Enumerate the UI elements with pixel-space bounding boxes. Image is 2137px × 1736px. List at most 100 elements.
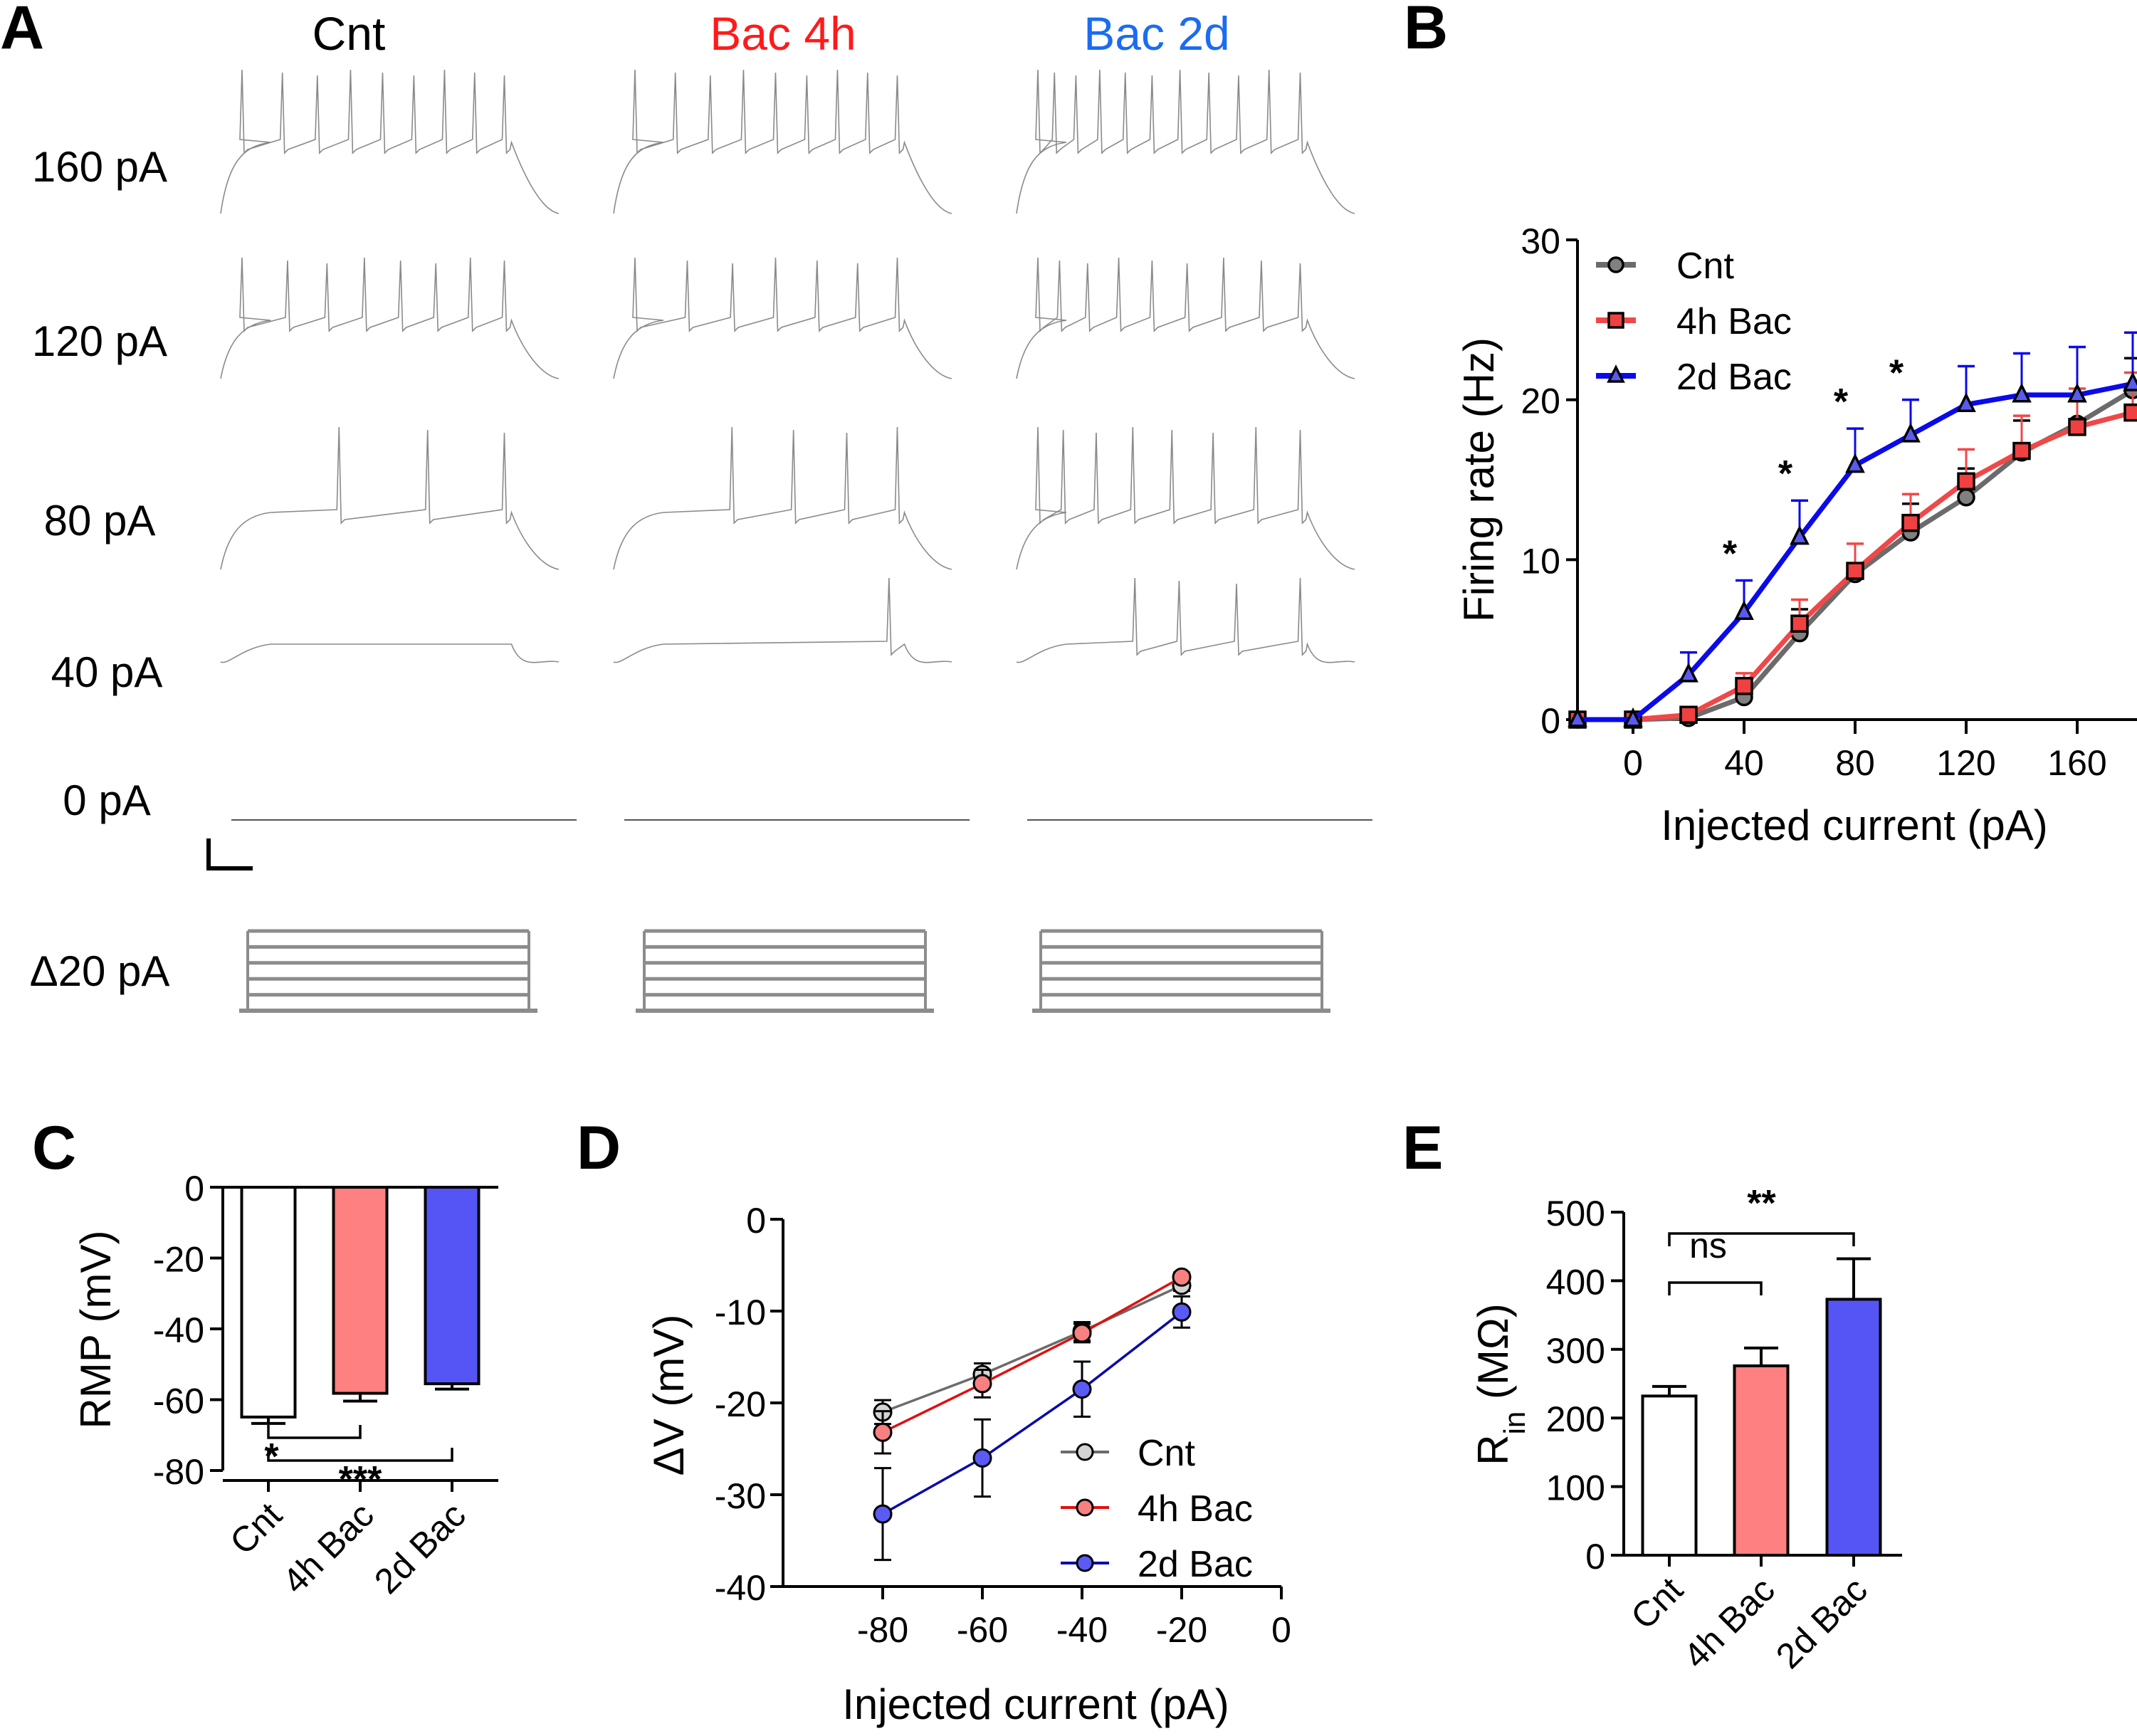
point-2d-bac-120	[1956, 392, 1976, 412]
series-2d-bac	[873, 1295, 1192, 1562]
row-label-120pa: 120 pA	[32, 317, 167, 365]
panel-label-e: E	[1402, 1114, 1443, 1182]
point-2d-bac--40	[1072, 1379, 1092, 1399]
x-tick-label-160: 160	[2047, 743, 2106, 783]
trace-120-pa-1	[613, 257, 952, 379]
line-4h-bac	[882, 1275, 1182, 1433]
x-tick-label-80: 80	[1835, 743, 1875, 783]
point-2d-bac--80	[873, 1504, 893, 1524]
point-4h-bac-120	[1957, 472, 1975, 490]
scale-bar	[206, 838, 253, 870]
x-tick-label-0: 0	[1623, 743, 1643, 783]
y-tick-label-10: 10	[1521, 541, 1560, 581]
x-tick-label-4h-bac: 4h Bac	[275, 1495, 382, 1601]
y-tick-label-0: 0	[1540, 701, 1560, 741]
x-tick-label-120: 120	[1936, 743, 1995, 783]
legend-label-cnt: Cnt	[1676, 246, 1734, 287]
y-tick-label-0: 0	[746, 1201, 766, 1241]
significance-bracket-0	[267, 1425, 362, 1439]
y-axis-title: RMP (mV)	[72, 1231, 120, 1429]
bar-cnt	[1641, 1394, 1698, 1557]
legend-label-cnt: Cnt	[1138, 1433, 1195, 1474]
trace-160-pa-1	[613, 69, 952, 214]
point-4h-bac--20	[1172, 1267, 1192, 1287]
row-label-160pa: 160 pA	[32, 143, 167, 191]
trace-80-pa-0	[220, 426, 560, 570]
point-4h-bac-40	[1735, 677, 1753, 695]
panel-a-traces: Cnt Bac 4h Bac 2d 160 pA 120 pA 80 pA 40…	[30, 7, 1372, 1013]
point-4h-bac--60	[972, 1374, 992, 1394]
y-tick-label-100: 100	[1546, 1468, 1605, 1508]
column-title-bac-4h: Bac 4h	[710, 7, 856, 60]
x-tick-label-2d-bac: 2d Bac	[367, 1495, 473, 1601]
row-label-40pa: 40 pA	[51, 648, 163, 696]
point-2d-bac-60	[1790, 525, 1810, 545]
y-tick-label-300: 300	[1546, 1331, 1605, 1371]
legend-marker-4h-bac	[1607, 312, 1624, 329]
point-2d-bac-80	[1845, 453, 1865, 473]
y-tick-label--80: -80	[153, 1452, 204, 1492]
significance-label-0: *	[264, 1436, 279, 1478]
x-tick-label--80: -80	[857, 1610, 908, 1650]
current-step-stimuli	[239, 929, 1330, 1013]
legend: Cnt 4h Bac 2d Bac	[1596, 246, 1792, 398]
point-2d-bac-0	[1623, 707, 1643, 727]
y-axis-title: Firing rate (Hz)	[1455, 337, 1503, 622]
y-tick-label--40: -40	[153, 1310, 204, 1350]
bar-cnt	[240, 1186, 297, 1419]
y-tick-label--30: -30	[715, 1476, 766, 1516]
point-cnt-120	[1957, 488, 1975, 507]
point-2d-bac--60	[972, 1448, 992, 1468]
significance-label-0: ns	[1689, 1226, 1727, 1266]
y-tick-label--10: -10	[715, 1293, 766, 1332]
point-4h-bac-100	[1901, 513, 1920, 532]
x-axis-title: Injected current (pA)	[842, 1680, 1229, 1728]
significance-label-1: ***	[339, 1459, 382, 1500]
trace-160-pa-0	[220, 69, 560, 214]
significance-label-1: **	[1747, 1183, 1776, 1224]
y-tick-label-400: 400	[1546, 1262, 1605, 1302]
panel-label-c: C	[32, 1114, 76, 1182]
y-tick-label-0: 0	[184, 1169, 204, 1209]
significance-star-40: *	[1723, 534, 1738, 575]
legend-marker-cnt	[1076, 1443, 1094, 1461]
significance-bracket-1	[1668, 1232, 1855, 1246]
trace-160-pa-2	[1016, 69, 1355, 214]
point-4h-bac-140	[2012, 441, 2031, 461]
bar-2d-bac	[1825, 1298, 1882, 1557]
y-tick-label-500: 500	[1546, 1194, 1605, 1233]
panel-d-chart: 0 -10 -20 -30 -40 -80 -60 -40 -20 0 Injected curre…	[645, 1201, 1291, 1728]
point-2d-bac-100	[1901, 422, 1921, 443]
significance-star-80: *	[1834, 382, 1849, 423]
bar-4h-bac	[332, 1186, 389, 1395]
legend-marker-4h-bac	[1076, 1498, 1094, 1517]
trace-120-pa-0	[220, 257, 560, 379]
bar-4h-bac	[1733, 1364, 1790, 1557]
significance-bracket-1	[267, 1448, 453, 1462]
point-4h-bac--80	[873, 1422, 893, 1442]
y-axis-title-subscript: in	[1498, 1411, 1531, 1435]
legend-marker-2d-bac	[1607, 364, 1625, 383]
panel-label-b: B	[1404, 0, 1448, 62]
x-tick-label-40: 40	[1724, 743, 1764, 783]
x-tick-label--40: -40	[1056, 1610, 1108, 1650]
line-cnt	[882, 1284, 1182, 1414]
column-title-bac-2d: Bac 2d	[1083, 7, 1229, 60]
significance-star-100: *	[1889, 353, 1904, 394]
point-2d-bac-140	[2012, 382, 2032, 403]
x-tick-label--60: -60	[957, 1610, 1008, 1650]
series-4h-bac	[873, 1267, 1192, 1455]
legend-label-4h-bac: 4h Bac	[1676, 301, 1792, 342]
stimulus-label: Δ20 pA	[30, 947, 170, 995]
point-4h-bac-180	[2123, 403, 2137, 422]
trace-40-pa-0	[220, 643, 560, 663]
bar-2d-bac	[424, 1186, 481, 1386]
point-2d-bac--20	[1568, 707, 1587, 727]
series-2d-bac	[1568, 331, 2137, 727]
y-axis-title-unit: (MΩ)	[1469, 1303, 1517, 1411]
x-tick-label--20: -20	[1156, 1610, 1207, 1650]
row-label-80pa: 80 pA	[44, 497, 156, 545]
y-tick-label--40: -40	[715, 1568, 766, 1608]
